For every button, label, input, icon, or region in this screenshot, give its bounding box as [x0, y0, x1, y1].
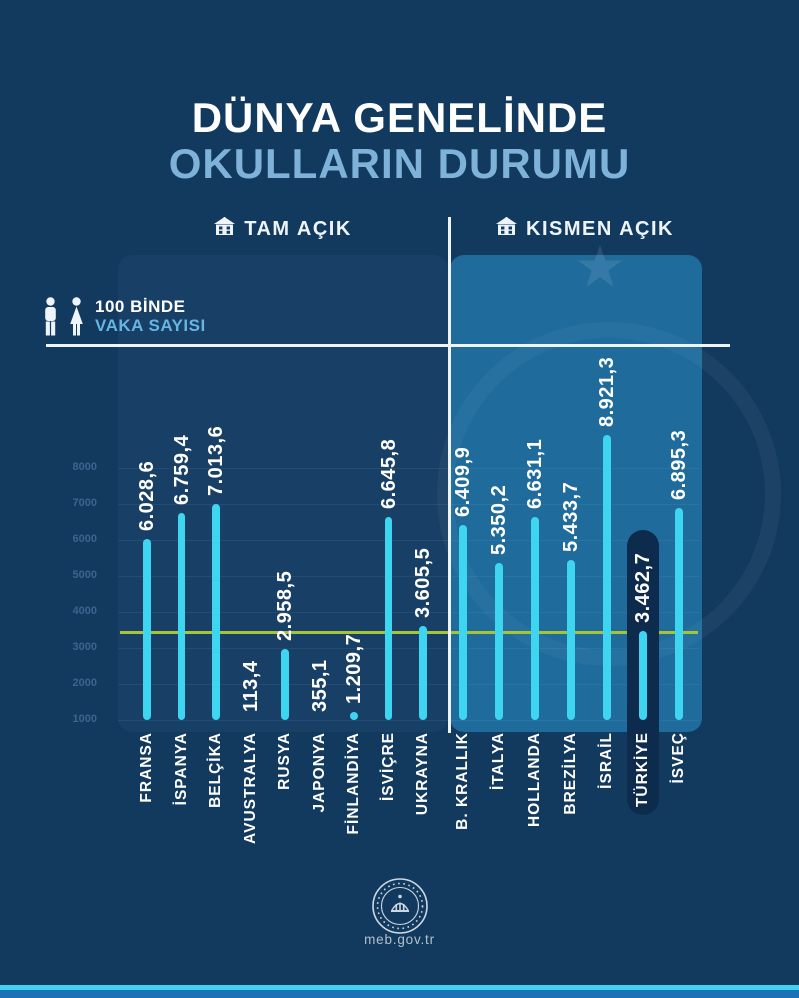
country-label: BREZİLYA [562, 732, 579, 815]
section-label-partially-open: KISMEN AÇIK [526, 217, 674, 240]
country-label: İSVİÇRE [379, 732, 397, 802]
legend-block: 100 BİNDE VAKA SAYISI [43, 297, 206, 344]
country-label: JAPONYA [310, 732, 328, 813]
page-title-line2: OKULLARIN DURUMU [168, 140, 631, 187]
country-label: İTALYA [490, 732, 507, 790]
country-label: HOLLANDA [526, 732, 543, 827]
y-axis-tick: 5000 [72, 569, 97, 581]
bar [350, 712, 358, 720]
bar [567, 560, 575, 720]
gridline [118, 720, 700, 721]
bar-value-label: 6.645,8 [377, 438, 400, 509]
bar-value-label: 5.433,7 [560, 482, 582, 553]
country-label: FİNLANDİYA [345, 732, 362, 835]
gridline [118, 540, 700, 541]
bar [459, 525, 467, 720]
bar [675, 507, 683, 720]
bar-value-label: 6.759,4 [170, 434, 193, 505]
bar [281, 649, 289, 720]
bar [639, 631, 647, 720]
legend-line1: 100 BİNDE [95, 297, 186, 316]
bar [531, 517, 539, 720]
y-axis-tick: 4000 [72, 605, 97, 617]
gridline [118, 576, 700, 577]
legend-underline [46, 344, 730, 347]
section-header-fully-open: TAM AÇIK [118, 214, 448, 244]
school-icon [496, 216, 517, 241]
gridline [118, 504, 700, 505]
country-label: FRANSA [138, 732, 155, 803]
school-icon [214, 216, 236, 241]
meb-logo [371, 877, 429, 940]
man-icon [43, 297, 58, 344]
bar [384, 516, 393, 720]
bar [419, 626, 427, 720]
y-axis-tick: 1000 [72, 713, 97, 725]
woman-icon [68, 297, 85, 344]
section-header-partially-open: KISMEN AÇIK [452, 214, 718, 244]
section-label-fully-open: TAM AÇIK [244, 217, 352, 240]
y-axis-tick: 8000 [72, 461, 97, 473]
star-watermark-icon [578, 245, 622, 294]
section-divider-line [448, 217, 451, 733]
bar-value-label: 3.462,7 [632, 553, 654, 624]
bar [212, 503, 220, 720]
gridline [118, 648, 700, 649]
country-label: BELÇİKA [207, 732, 224, 808]
y-axis-tick: 2000 [72, 677, 97, 689]
footer-website: meb.gov.tr [364, 932, 435, 947]
y-axis-tick: 7000 [72, 497, 97, 509]
legend-text: 100 BİNDE VAKA SAYISI [95, 297, 206, 344]
gridline [118, 468, 700, 469]
bottom-strip-blue [0, 989, 799, 998]
bar-value-label: 355,1 [308, 659, 331, 712]
legend-line2: VAKA SAYISI [95, 316, 206, 335]
bar-value-label: 6.895,3 [668, 429, 690, 500]
bar [495, 563, 503, 720]
country-label: İSPANYA [172, 732, 190, 806]
country-label: İSRAİL [598, 732, 615, 789]
bar-value-label: 1.209,7 [343, 634, 365, 705]
bar-value-label: 5.350,2 [488, 485, 510, 556]
page-title-line1: DÜNYA GENELİNDE [191, 94, 608, 141]
bar-value-label: 113,4 [239, 660, 262, 712]
y-axis-tick: 3000 [72, 641, 97, 653]
gridline [118, 612, 700, 613]
bar [177, 512, 186, 720]
bar [603, 434, 611, 720]
bar-value-label: 6.028,6 [136, 460, 158, 531]
bar-value-label: 6.409,9 [452, 447, 474, 518]
country-label: İSVEÇ [670, 732, 687, 784]
bottom-strip-cyan [0, 985, 799, 990]
bar [143, 538, 151, 720]
bar-value-label: 7.013,6 [205, 425, 227, 496]
bar-value-label: 3.605,5 [412, 547, 434, 619]
gridline [118, 684, 700, 685]
bar-value-label: 2.958,5 [274, 571, 296, 642]
bar-value-label: 8.921,3 [596, 356, 618, 427]
country-label: RUSYA [276, 732, 293, 790]
turkey-reference-line [120, 631, 698, 634]
country-label: AVUSTRALYA [241, 732, 259, 844]
y-axis-tick: 6000 [72, 533, 97, 545]
country-label: B. KRALLIK [454, 732, 471, 830]
country-label: TÜRKİYE [634, 732, 651, 808]
country-label: UKRAYNA [414, 732, 431, 816]
bar-value-label: 6.631,1 [524, 439, 546, 510]
